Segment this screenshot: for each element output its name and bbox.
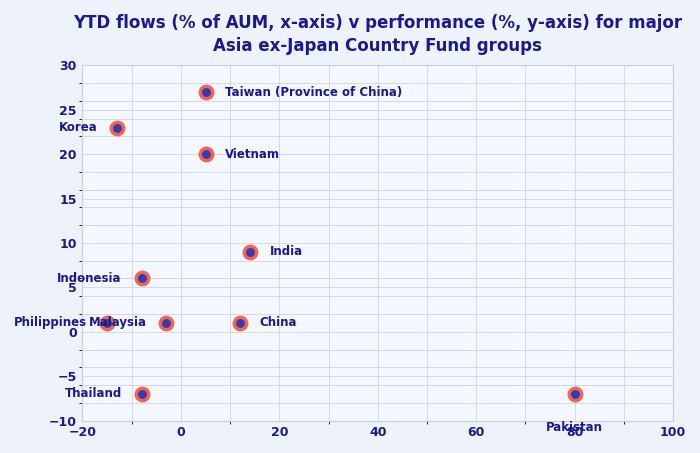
Point <box>234 319 246 327</box>
Text: Korea: Korea <box>59 121 97 134</box>
Point <box>569 390 580 398</box>
Text: Thailand: Thailand <box>64 387 122 400</box>
Point <box>136 275 147 282</box>
Point <box>244 248 256 255</box>
Text: Indonesia: Indonesia <box>57 272 122 285</box>
Text: China: China <box>260 316 297 329</box>
Point <box>102 319 113 327</box>
Text: Vietnam: Vietnam <box>225 148 280 161</box>
Text: Malaysia: Malaysia <box>88 316 146 329</box>
Point <box>111 124 122 131</box>
Text: Philippines: Philippines <box>14 316 88 329</box>
Point <box>200 150 211 158</box>
Point <box>160 319 172 327</box>
Text: Taiwan (Province of China): Taiwan (Province of China) <box>225 86 402 98</box>
Text: Pakistan: Pakistan <box>546 420 603 434</box>
Text: India: India <box>270 246 302 258</box>
Point <box>200 88 211 96</box>
Point <box>136 390 147 398</box>
Title: YTD flows (% of AUM, x-axis) v performance (%, y-axis) for major
Asia ex-Japan C: YTD flows (% of AUM, x-axis) v performan… <box>74 14 682 55</box>
